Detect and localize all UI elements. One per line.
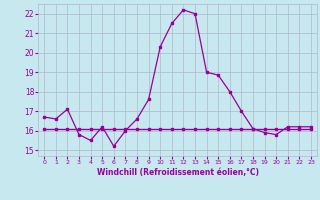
X-axis label: Windchill (Refroidissement éolien,°C): Windchill (Refroidissement éolien,°C) xyxy=(97,168,259,177)
